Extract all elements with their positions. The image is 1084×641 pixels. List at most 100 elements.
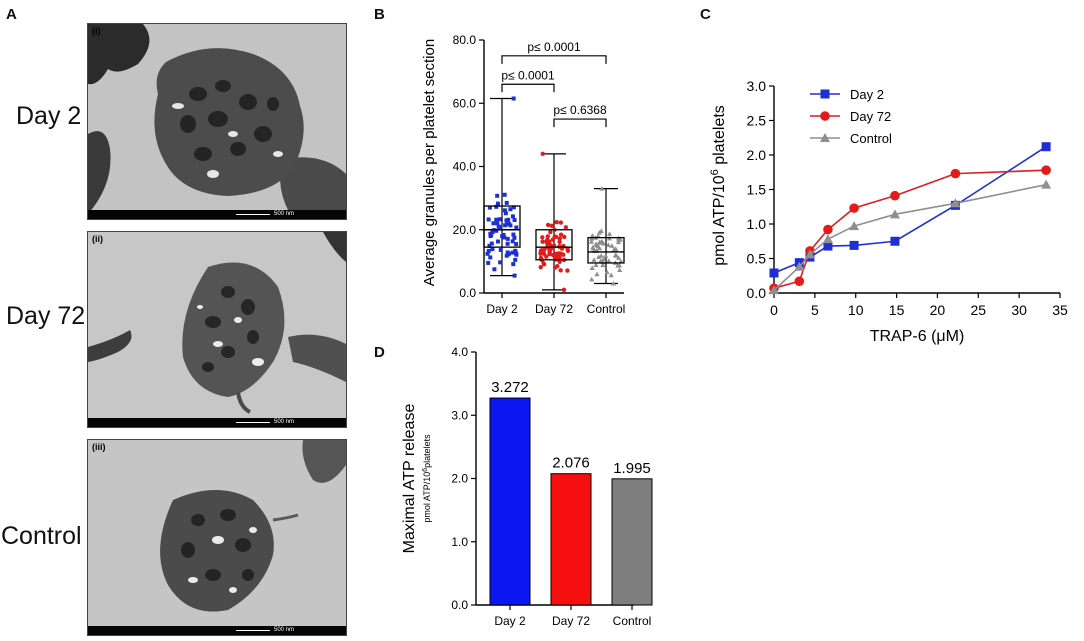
x-tick-label: Day 72 [535,302,573,316]
data-point-day2 [488,231,493,236]
legend-marker [820,89,830,99]
data-point-day2 [496,224,501,229]
data-point-control [604,269,610,275]
bar-day-2 [489,397,531,606]
scale-bar-strip: 500 nm [88,210,346,219]
data-point-day2 [496,239,501,244]
data-point-day2 [514,225,519,230]
data-point-day2 [497,217,502,222]
data-point-day72 [563,225,569,230]
y-tick-label: 60.0 [453,96,477,110]
data-point-day72 [557,239,562,245]
data-marker-day-72 [1041,165,1051,175]
atp-release-line-chart: 0.0 0.5 1.0 1.5 2.0 2.5 3.0 0 5 10 15 20 25 30 35 TRAP-… [709,78,1068,345]
data-point-control [596,254,602,259]
data-point-day2 [512,235,517,240]
box-iqr [535,229,573,261]
data-point-control [600,262,606,268]
data-point-day2 [487,205,492,210]
data-point-day2 [488,255,493,260]
data-marker-day-2 [769,268,779,278]
data-marker-control [804,249,815,259]
legend-label: Control [850,131,892,146]
legend-marker [820,133,830,142]
data-point-day72 [558,220,564,225]
data-point-day2 [514,252,519,257]
data-point-control [593,262,599,268]
data-point-control [606,258,612,263]
data-point-day72 [558,251,563,256]
data-point-day72 [549,223,555,229]
scale-bar [236,422,270,423]
data-marker-day-72 [950,168,961,179]
y-tick-label: 3.0 [747,78,767,94]
data-point-day72 [547,251,552,256]
y-axis-title: Average granules per platelet section [421,39,438,286]
panel-a-letter: A [6,6,17,23]
data-point-day2 [511,205,516,210]
data-point-day72 [548,229,553,235]
series-line-day-72 [773,169,1047,289]
y-tick-label: 0.0 [459,286,476,300]
data-marker-day-2 [1041,142,1051,152]
legend-label: Day 72 [850,109,891,124]
data-point-control [591,257,597,262]
data-point-day2 [506,217,511,222]
em-label-day72: Day 72 [6,302,86,330]
data-point-day2 [504,200,509,205]
data-point-day2 [512,273,517,278]
data-point-control [606,231,613,236]
data-point-day72 [545,222,551,228]
scale-bar-label: 500 nm [274,419,295,425]
data-point-day2 [503,223,508,228]
y-tick-label: 2.0 [747,147,767,163]
data-point-day2 [490,229,495,234]
box-iqr [587,237,625,264]
data-point-day72 [558,268,563,273]
data-point-control [616,262,623,268]
data-point-day72 [553,234,559,240]
significance-bracket [553,118,607,128]
y-tick-label: 2.5 [747,113,767,129]
bar-control [611,478,653,606]
data-point-day2 [498,248,503,253]
data-point-control [608,272,614,278]
bar-value-label: 3.272 [491,379,529,396]
x-tick-label: Day 2 [494,614,526,628]
data-point-control [609,243,615,248]
y-tick-label: 1.0 [451,535,468,549]
x-tick-label: Control [587,302,626,316]
data-point-day2 [494,204,499,209]
em-roman-label: (iii) [92,442,106,452]
data-point-day2 [486,217,491,222]
data-marker-day-72 [794,276,805,287]
data-point-day72 [540,151,545,157]
data-point-day72 [540,235,545,240]
data-point-control [595,233,601,239]
y-axis-subtitle: pmol ATP/106platelets [422,434,432,523]
data-point-day2 [510,250,515,255]
data-point-control [610,280,616,286]
bar-day-72 [550,473,592,606]
data-point-control [596,245,603,251]
data-point-day2 [513,257,518,262]
y-tick-label: 1.5 [747,182,767,198]
data-point-control [616,255,622,260]
data-point-day2 [505,236,510,241]
data-point-day2 [495,201,500,206]
data-point-day2 [491,221,496,226]
data-point-day72 [538,251,543,256]
legend-label: Day 2 [850,87,884,102]
data-point-day72 [565,268,570,273]
data-point-control [588,239,595,244]
em-image-day2: (i) 500 nm [87,23,347,220]
data-marker-day-72 [823,224,833,235]
series-line-day-2 [773,146,1047,274]
x-tick-label: 20 [930,302,946,318]
data-point-control [615,239,622,245]
bar-value-label: 2.076 [552,455,590,472]
box-iqr [483,205,521,248]
data-point-day2 [511,232,516,237]
p-value-label: p≤ 0.6368 [553,103,607,117]
data-point-control [599,238,605,244]
